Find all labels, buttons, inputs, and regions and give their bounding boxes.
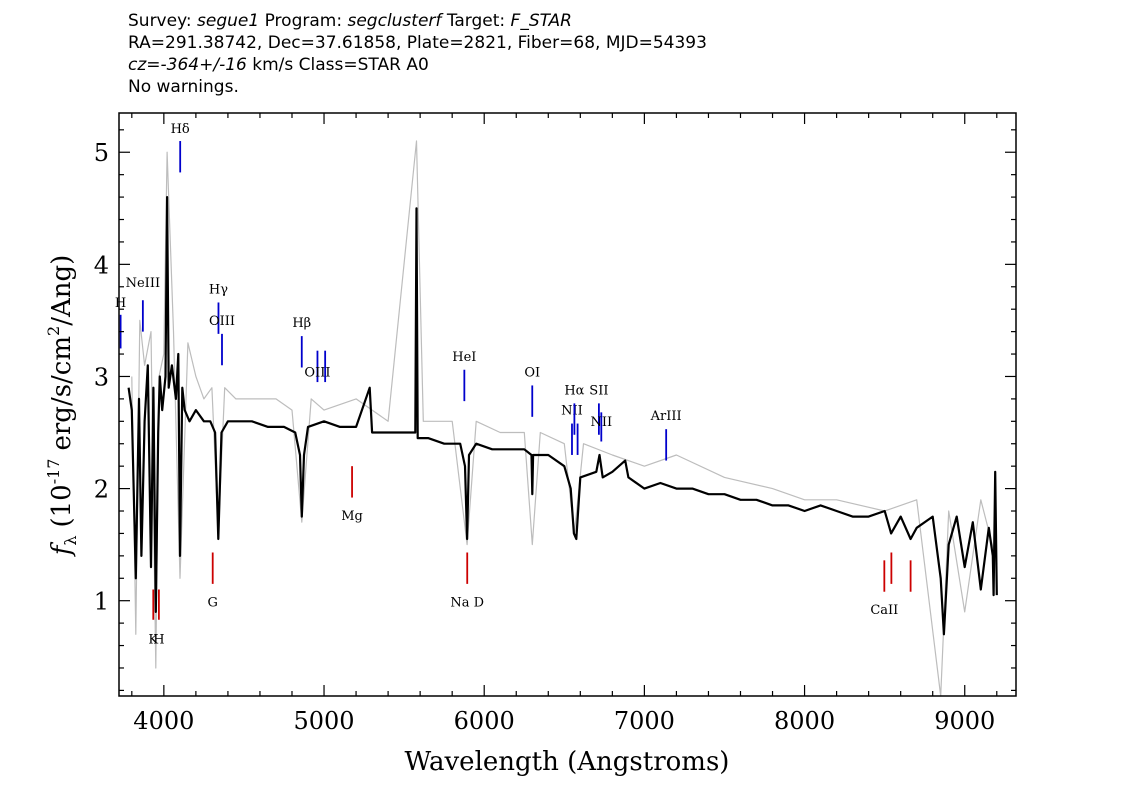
y-tick-label: 2 <box>94 476 109 504</box>
absorption-line-label: H <box>153 632 164 647</box>
y-axis-title-sub: λ <box>61 536 80 546</box>
absorption-line-label: K <box>148 632 158 647</box>
emission-line-label: Hα <box>564 383 584 398</box>
y-tick-label: 5 <box>94 139 109 167</box>
x-tick-label: 7000 <box>614 707 675 735</box>
target-label: Target: <box>446 11 506 31</box>
series-flux-smoothed <box>127 196 998 636</box>
y-axis-title-main: (10 <box>47 484 77 527</box>
program-label: Program: <box>264 11 343 31</box>
series-layer <box>127 140 998 697</box>
emission-line-label: Hβ <box>292 316 311 331</box>
cz-value: cz=-364+/-16 <box>128 55 247 75</box>
plot-frame <box>118 112 1017 697</box>
emission-line-label: NII <box>590 415 612 430</box>
emission-line-label: SII <box>589 383 608 398</box>
series-flux-noise <box>131 140 996 697</box>
absorption-line-label: G <box>208 595 218 610</box>
x-tick-label: 5000 <box>293 707 354 735</box>
emission-line-label: OI <box>524 365 540 380</box>
header-line-survey: Survey: segue1 Program: segclusterf Targ… <box>128 10 707 32</box>
survey-label: Survey: <box>128 11 192 31</box>
y-tick-label: 4 <box>94 251 109 279</box>
emission-line-label: H <box>115 296 126 311</box>
emission-line-label: HeI <box>452 350 476 365</box>
emission-line-label: Hγ <box>209 283 228 298</box>
x-tick-label: 6000 <box>454 707 515 735</box>
emission-line-label: NeIII <box>126 276 160 291</box>
header-line-warnings: No warnings. <box>128 77 239 97</box>
program-value: segclusterf <box>347 11 442 31</box>
absorption-line-label: CaII <box>870 603 898 618</box>
target-value: F_STAR <box>510 11 572 31</box>
x-tick-label: 9000 <box>934 707 995 735</box>
absorption-line-label: Mg <box>341 509 363 524</box>
emission-line-label: ArIII <box>650 409 682 424</box>
spectrum-header: Survey: segue1 Program: segclusterf Targ… <box>128 10 707 98</box>
emission-line-label: NII <box>561 404 583 419</box>
x-axis-title: Wavelength (Angstroms) <box>405 747 730 777</box>
survey-value: segue1 <box>197 11 260 31</box>
ticks-layer: 4000 5000 6000 7000 8000 9000 1 2 3 4 5 <box>94 113 1016 735</box>
cz-class: km/s Class=STAR A0 <box>252 55 429 75</box>
y-axis-title-exp: -17 <box>44 459 63 485</box>
header-line-coordinates: RA=291.38742, Dec=37.61858, Plate=2821, … <box>128 33 707 53</box>
x-tick-label: 4000 <box>133 707 194 735</box>
emission-line-label: OIII <box>209 314 235 329</box>
y-axis-title-end: /Ang) <box>47 255 77 326</box>
y-axis-title-mid: erg/s/cm <box>47 336 77 451</box>
y-tick-label: 3 <box>94 363 109 391</box>
x-tick-label: 8000 <box>774 707 835 735</box>
emission-line-label: Hδ <box>171 122 190 137</box>
absorption-line-label: Na D <box>450 595 484 610</box>
emission-line-label: OIII <box>304 365 330 380</box>
y-axis-title-exp2: 2 <box>44 326 63 336</box>
header-line-redshift: cz=-364+/-16 km/s Class=STAR A0 <box>128 54 707 76</box>
y-tick-label: 1 <box>94 588 109 616</box>
y-axis-title: fλ(10-17erg/s/cm2/Ang) <box>44 255 80 558</box>
